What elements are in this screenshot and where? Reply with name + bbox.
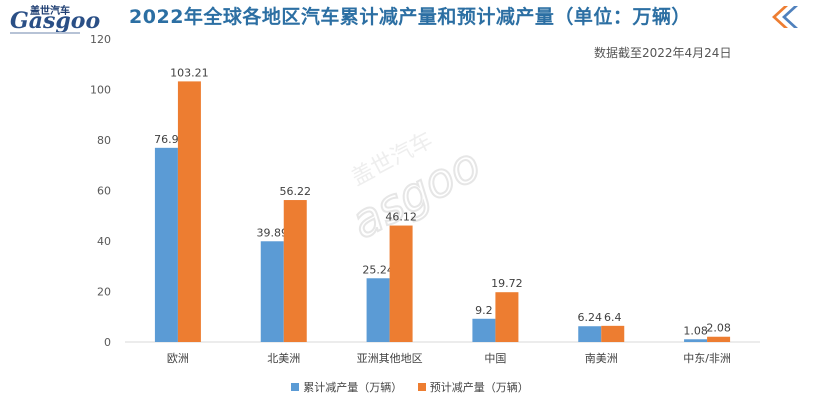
bar	[366, 278, 390, 342]
legend-swatch-cumulative	[291, 383, 300, 391]
legend-label-cumulative: 累计减产量（万辆）	[303, 381, 403, 394]
legend-item-expected: 预计减产量（万辆）	[417, 379, 529, 395]
legend-label-expected: 预计减产量（万辆）	[429, 381, 529, 394]
y-tick-label: 20	[97, 286, 111, 299]
bar	[601, 325, 625, 342]
x-tick-label: 欧洲	[167, 352, 189, 365]
data-label: 19.72	[491, 277, 523, 290]
x-tick-label: 中东/非洲	[683, 352, 731, 365]
data-label: 103.21	[170, 66, 209, 79]
data-date-note: 数据截至2022年4月24日	[594, 46, 732, 60]
bar	[684, 339, 708, 342]
logo-brand-en: Gasgoo	[10, 8, 101, 34]
data-label: 46.12	[385, 211, 417, 224]
data-label: 6.24	[578, 311, 603, 324]
x-tick-label: 北美洲	[267, 352, 300, 365]
y-tick-label: 120	[90, 33, 111, 46]
data-label: 56.22	[280, 185, 312, 198]
x-tick-label: 亚洲其他地区	[357, 352, 423, 365]
data-label: 1.08	[683, 324, 708, 337]
legend: 累计减产量（万辆） 预计减产量（万辆）	[0, 379, 820, 395]
chart-title: 2022年全球各地区汽车累计减产量和预计减产量（单位：万辆）	[129, 6, 691, 28]
data-label: 9.2	[475, 304, 493, 317]
bar	[707, 336, 731, 342]
y-tick-label: 60	[97, 185, 111, 198]
bar	[260, 241, 284, 342]
data-label: 76.9	[154, 133, 179, 146]
logo-underline	[10, 32, 80, 34]
legend-swatch-expected	[417, 383, 426, 391]
watermark: 盖世汽车 asgoo	[341, 128, 490, 240]
bar	[578, 326, 602, 342]
legend-item-cumulative: 累计减产量（万辆）	[291, 379, 402, 395]
bar	[177, 81, 201, 343]
data-label: 6.4	[604, 311, 622, 324]
gasgoo-logo: 盖世汽车 Gasgoo	[6, 2, 100, 36]
data-label: 2.08	[706, 322, 731, 335]
y-tick-label: 80	[97, 134, 111, 147]
bar	[495, 292, 519, 342]
y-tick-label: 40	[97, 235, 111, 248]
x-tick-label: 南美洲	[585, 352, 618, 365]
logo-brand-cn: 盖世汽车	[30, 6, 70, 17]
bar	[389, 225, 413, 342]
bar	[154, 147, 178, 342]
bar	[472, 318, 496, 342]
y-tick-label: 100	[90, 84, 111, 97]
x-tick-label: 中国	[484, 352, 506, 365]
data-label: 25.24	[362, 263, 394, 276]
y-tick-label: 0	[104, 336, 111, 349]
bar	[283, 200, 307, 342]
double-chevron-left-icon[interactable]	[762, 4, 802, 30]
data-label: 39.89	[257, 226, 289, 239]
